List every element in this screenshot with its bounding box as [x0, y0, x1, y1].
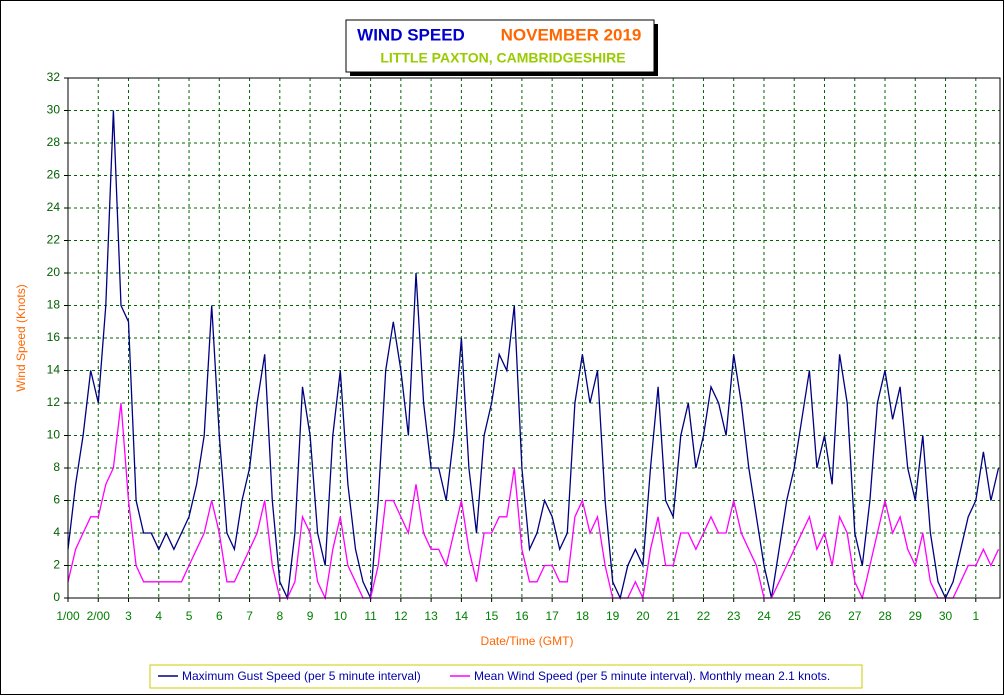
y-tick-label: 30: [47, 103, 61, 117]
x-tick-label: 13: [424, 609, 438, 623]
x-tick-label: 8: [276, 609, 283, 623]
x-tick-label: 2/00: [87, 609, 111, 623]
y-tick-label: 18: [47, 298, 61, 312]
x-tick-label: 24: [757, 609, 771, 623]
y-tick-label: 8: [53, 460, 60, 474]
x-tick-label: 11: [364, 609, 377, 623]
y-tick-label: 6: [53, 493, 60, 507]
chart-period: NOVEMBER 2019: [501, 25, 642, 44]
y-tick-label: 32: [47, 70, 61, 84]
series-line: [67, 402, 1000, 601]
x-tick-label: 25: [788, 609, 802, 623]
y-tick-label: 14: [47, 363, 61, 377]
y-tick-label: 22: [47, 233, 61, 247]
x-tick-label: 1/00: [56, 609, 80, 623]
x-tick-label: 12: [394, 609, 408, 623]
y-tick-label: 4: [53, 525, 60, 539]
x-tick-label: 28: [878, 609, 892, 623]
y-tick-label: 24: [47, 200, 61, 214]
x-tick-label: 1: [972, 609, 979, 623]
x-tick-label: 21: [667, 609, 681, 623]
x-tick-label: 19: [606, 609, 620, 623]
series-line: [67, 110, 1000, 601]
x-tick-label: 14: [455, 609, 469, 623]
chart-title: WIND SPEED: [357, 25, 465, 44]
x-tick-label: 7: [246, 609, 253, 623]
y-tick-label: 0: [53, 590, 60, 604]
x-tick-label: 6: [216, 609, 223, 623]
y-tick-label: 28: [47, 135, 61, 149]
x-tick-label: 27: [848, 609, 862, 623]
x-tick-label: 23: [727, 609, 741, 623]
x-tick-label: 10: [334, 609, 348, 623]
y-tick-label: 12: [47, 395, 61, 409]
x-axis-title: Date/Time (GMT): [481, 634, 574, 648]
chart-subtitle: LITTLE PAXTON, CAMBRIDGESHIRE: [380, 50, 625, 66]
x-tick-label: 20: [636, 609, 650, 623]
x-tick-label: 3: [125, 609, 132, 623]
y-tick-label: 10: [47, 428, 61, 442]
x-tick-label: 29: [909, 609, 923, 623]
x-tick-label: 15: [485, 609, 499, 623]
plot-border: [67, 77, 1001, 599]
x-tick-label: 18: [576, 609, 590, 623]
y-axis-title: Wind Speed (Knots): [14, 284, 28, 391]
x-tick-label: 17: [545, 609, 559, 623]
y-tick-label: 26: [47, 168, 61, 182]
legend-box: [149, 664, 863, 689]
y-tick-label: 16: [47, 330, 61, 344]
y-tick-label: 2: [53, 558, 60, 572]
x-tick-label: 30: [939, 609, 953, 623]
x-tick-label: 22: [697, 609, 711, 623]
legend-label: Mean Wind Speed (per 5 minute interval).…: [474, 669, 830, 683]
x-tick-label: 9: [307, 609, 314, 623]
y-tick-label: 20: [47, 265, 61, 279]
x-tick-label: 26: [818, 609, 832, 623]
x-tick-label: 16: [515, 609, 529, 623]
x-tick-label: 5: [186, 609, 193, 623]
title-box: [345, 19, 655, 73]
x-tick-label: 4: [155, 609, 162, 623]
legend-label: Maximum Gust Speed (per 5 minute interva…: [182, 669, 421, 683]
